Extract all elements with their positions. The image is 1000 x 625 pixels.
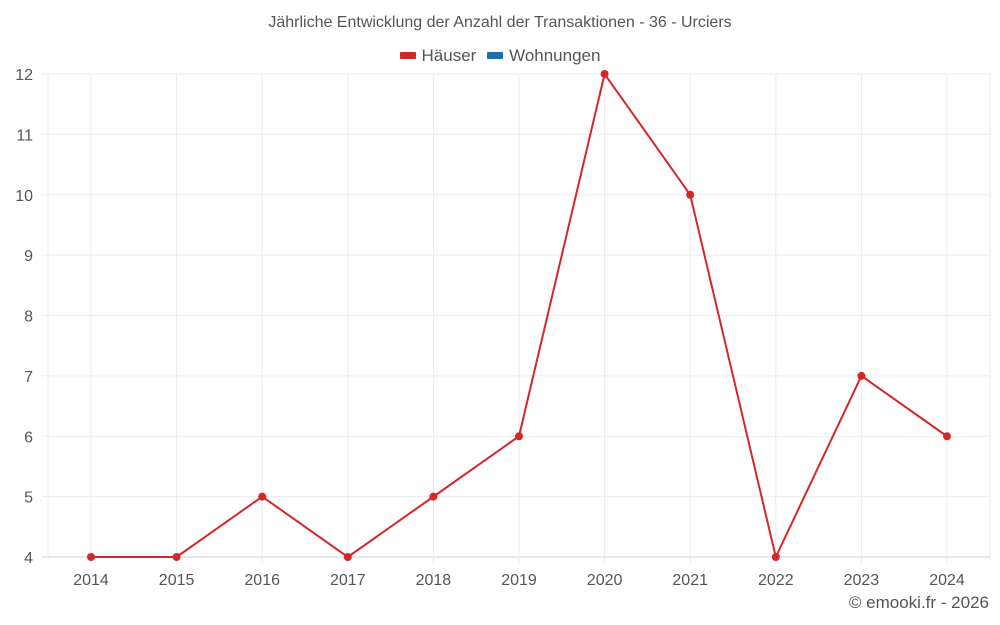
series-haeuser (87, 70, 951, 561)
legend-item-wohnungen[interactable]: Wohnungen (487, 46, 600, 66)
y-tick-label: 4 (24, 550, 33, 567)
data-point[interactable] (943, 432, 951, 441)
data-point[interactable] (343, 553, 352, 561)
legend-swatch-haeuser (399, 52, 416, 59)
copyright-credit: © emooki.fr - 2026 (848, 593, 989, 612)
x-tick-label: 2023 (844, 572, 880, 589)
x-tick-label: 2019 (501, 572, 537, 589)
x-tick-label: 2022 (758, 572, 794, 589)
x-tick-label: 2020 (587, 572, 623, 589)
chart-legend: Häuser Wohnungen (0, 44, 1000, 66)
data-point[interactable] (87, 553, 95, 561)
y-tick-label: 9 (24, 248, 33, 265)
y-tick-label: 5 (24, 490, 33, 507)
x-tick-label: 2024 (929, 572, 965, 589)
y-tick-label: 6 (24, 429, 33, 446)
legend-label-haeuser: Häuser (421, 45, 477, 65)
x-tick-label: 2018 (416, 572, 452, 589)
x-tick-label: 2016 (244, 572, 280, 589)
grid-lines (42, 73, 991, 563)
data-point[interactable] (771, 553, 780, 561)
y-tick-label: 8 (24, 309, 33, 326)
x-axis: 2014 2015 2016 2017 2018 2019 2020 2021 2022 2023… (73, 572, 965, 589)
y-tick-label: 11 (16, 127, 33, 144)
data-point[interactable] (686, 190, 695, 199)
x-tick-label: 2017 (330, 572, 366, 589)
x-tick-label: 2021 (672, 572, 708, 589)
y-tick-label: 10 (15, 188, 33, 205)
data-point[interactable] (600, 70, 609, 78)
data-point[interactable] (857, 371, 866, 380)
data-point[interactable] (172, 553, 181, 561)
y-tick-label: 7 (24, 369, 33, 386)
legend-swatch-wohnungen (487, 52, 504, 59)
legend-item-haeuser[interactable]: Häuser (399, 45, 477, 66)
y-tick-label: 12 (15, 67, 33, 84)
legend-label-wohnungen: Wohnungen (509, 45, 601, 65)
x-tick-label: 2015 (159, 572, 195, 589)
x-tick-label: 2014 (73, 572, 109, 589)
data-point[interactable] (258, 492, 267, 501)
data-point[interactable] (515, 432, 523, 441)
data-point[interactable] (429, 492, 438, 501)
chart-title: Jährliche Entwicklung der Anzahl der Tra… (268, 14, 732, 31)
y-axis: 4 5 6 7 8 9 10 11 12 (15, 67, 33, 567)
